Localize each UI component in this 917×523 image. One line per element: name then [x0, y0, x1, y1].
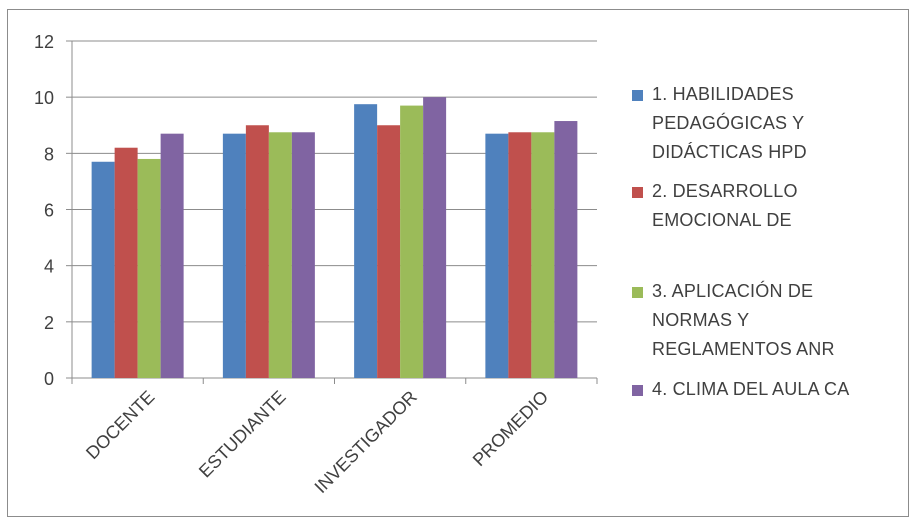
bar — [245, 125, 269, 378]
bars — [91, 97, 578, 379]
y-tick-label: 12 — [34, 32, 54, 52]
x-tick-label: INVESTIGADOR — [311, 387, 421, 497]
legend-label: 4. CLIMA DEL AULA CA — [652, 379, 850, 399]
legend-swatch — [632, 90, 643, 101]
legend-label: EMOCIONAL DE — [652, 210, 792, 230]
x-tick-label: DOCENTE — [82, 387, 158, 463]
bar — [554, 121, 578, 378]
bar — [91, 161, 115, 378]
bar — [400, 105, 424, 378]
legend-swatch — [632, 187, 643, 198]
legend-swatch — [632, 385, 643, 396]
y-tick-label: 10 — [34, 88, 54, 108]
bar — [268, 132, 292, 378]
bar — [160, 133, 184, 378]
x-tick-label: ESTUDIANTE — [195, 387, 290, 482]
y-tick-label: 4 — [44, 257, 54, 277]
bar — [377, 125, 401, 378]
legend-label: 1. HABILIDADES — [652, 84, 794, 104]
legend-label: PEDAGÓGICAS Y — [652, 113, 805, 133]
bar — [423, 97, 447, 379]
bar — [485, 133, 509, 378]
legend-label: REGLAMENTOS ANR — [652, 339, 835, 359]
legend-label: DIDÁCTICAS HPD — [652, 142, 807, 162]
legend-label: 3. APLICACIÓN DE — [652, 281, 814, 301]
legend-label: NORMAS Y — [652, 310, 750, 330]
bar — [291, 132, 315, 378]
legend-label: 2. DESARROLLO — [652, 181, 798, 201]
y-tick-label: 2 — [44, 313, 54, 333]
bar — [137, 158, 161, 378]
y-tick-label: 8 — [44, 144, 54, 164]
x-tick-label: PROMEDIO — [469, 387, 552, 470]
bar — [354, 104, 378, 378]
y-tick-label: 6 — [44, 201, 54, 221]
bar — [222, 133, 246, 378]
bar — [531, 132, 555, 378]
bar — [508, 132, 532, 378]
y-tick-label: 0 — [44, 369, 54, 389]
legend-swatch — [632, 287, 643, 298]
bar — [114, 147, 138, 378]
